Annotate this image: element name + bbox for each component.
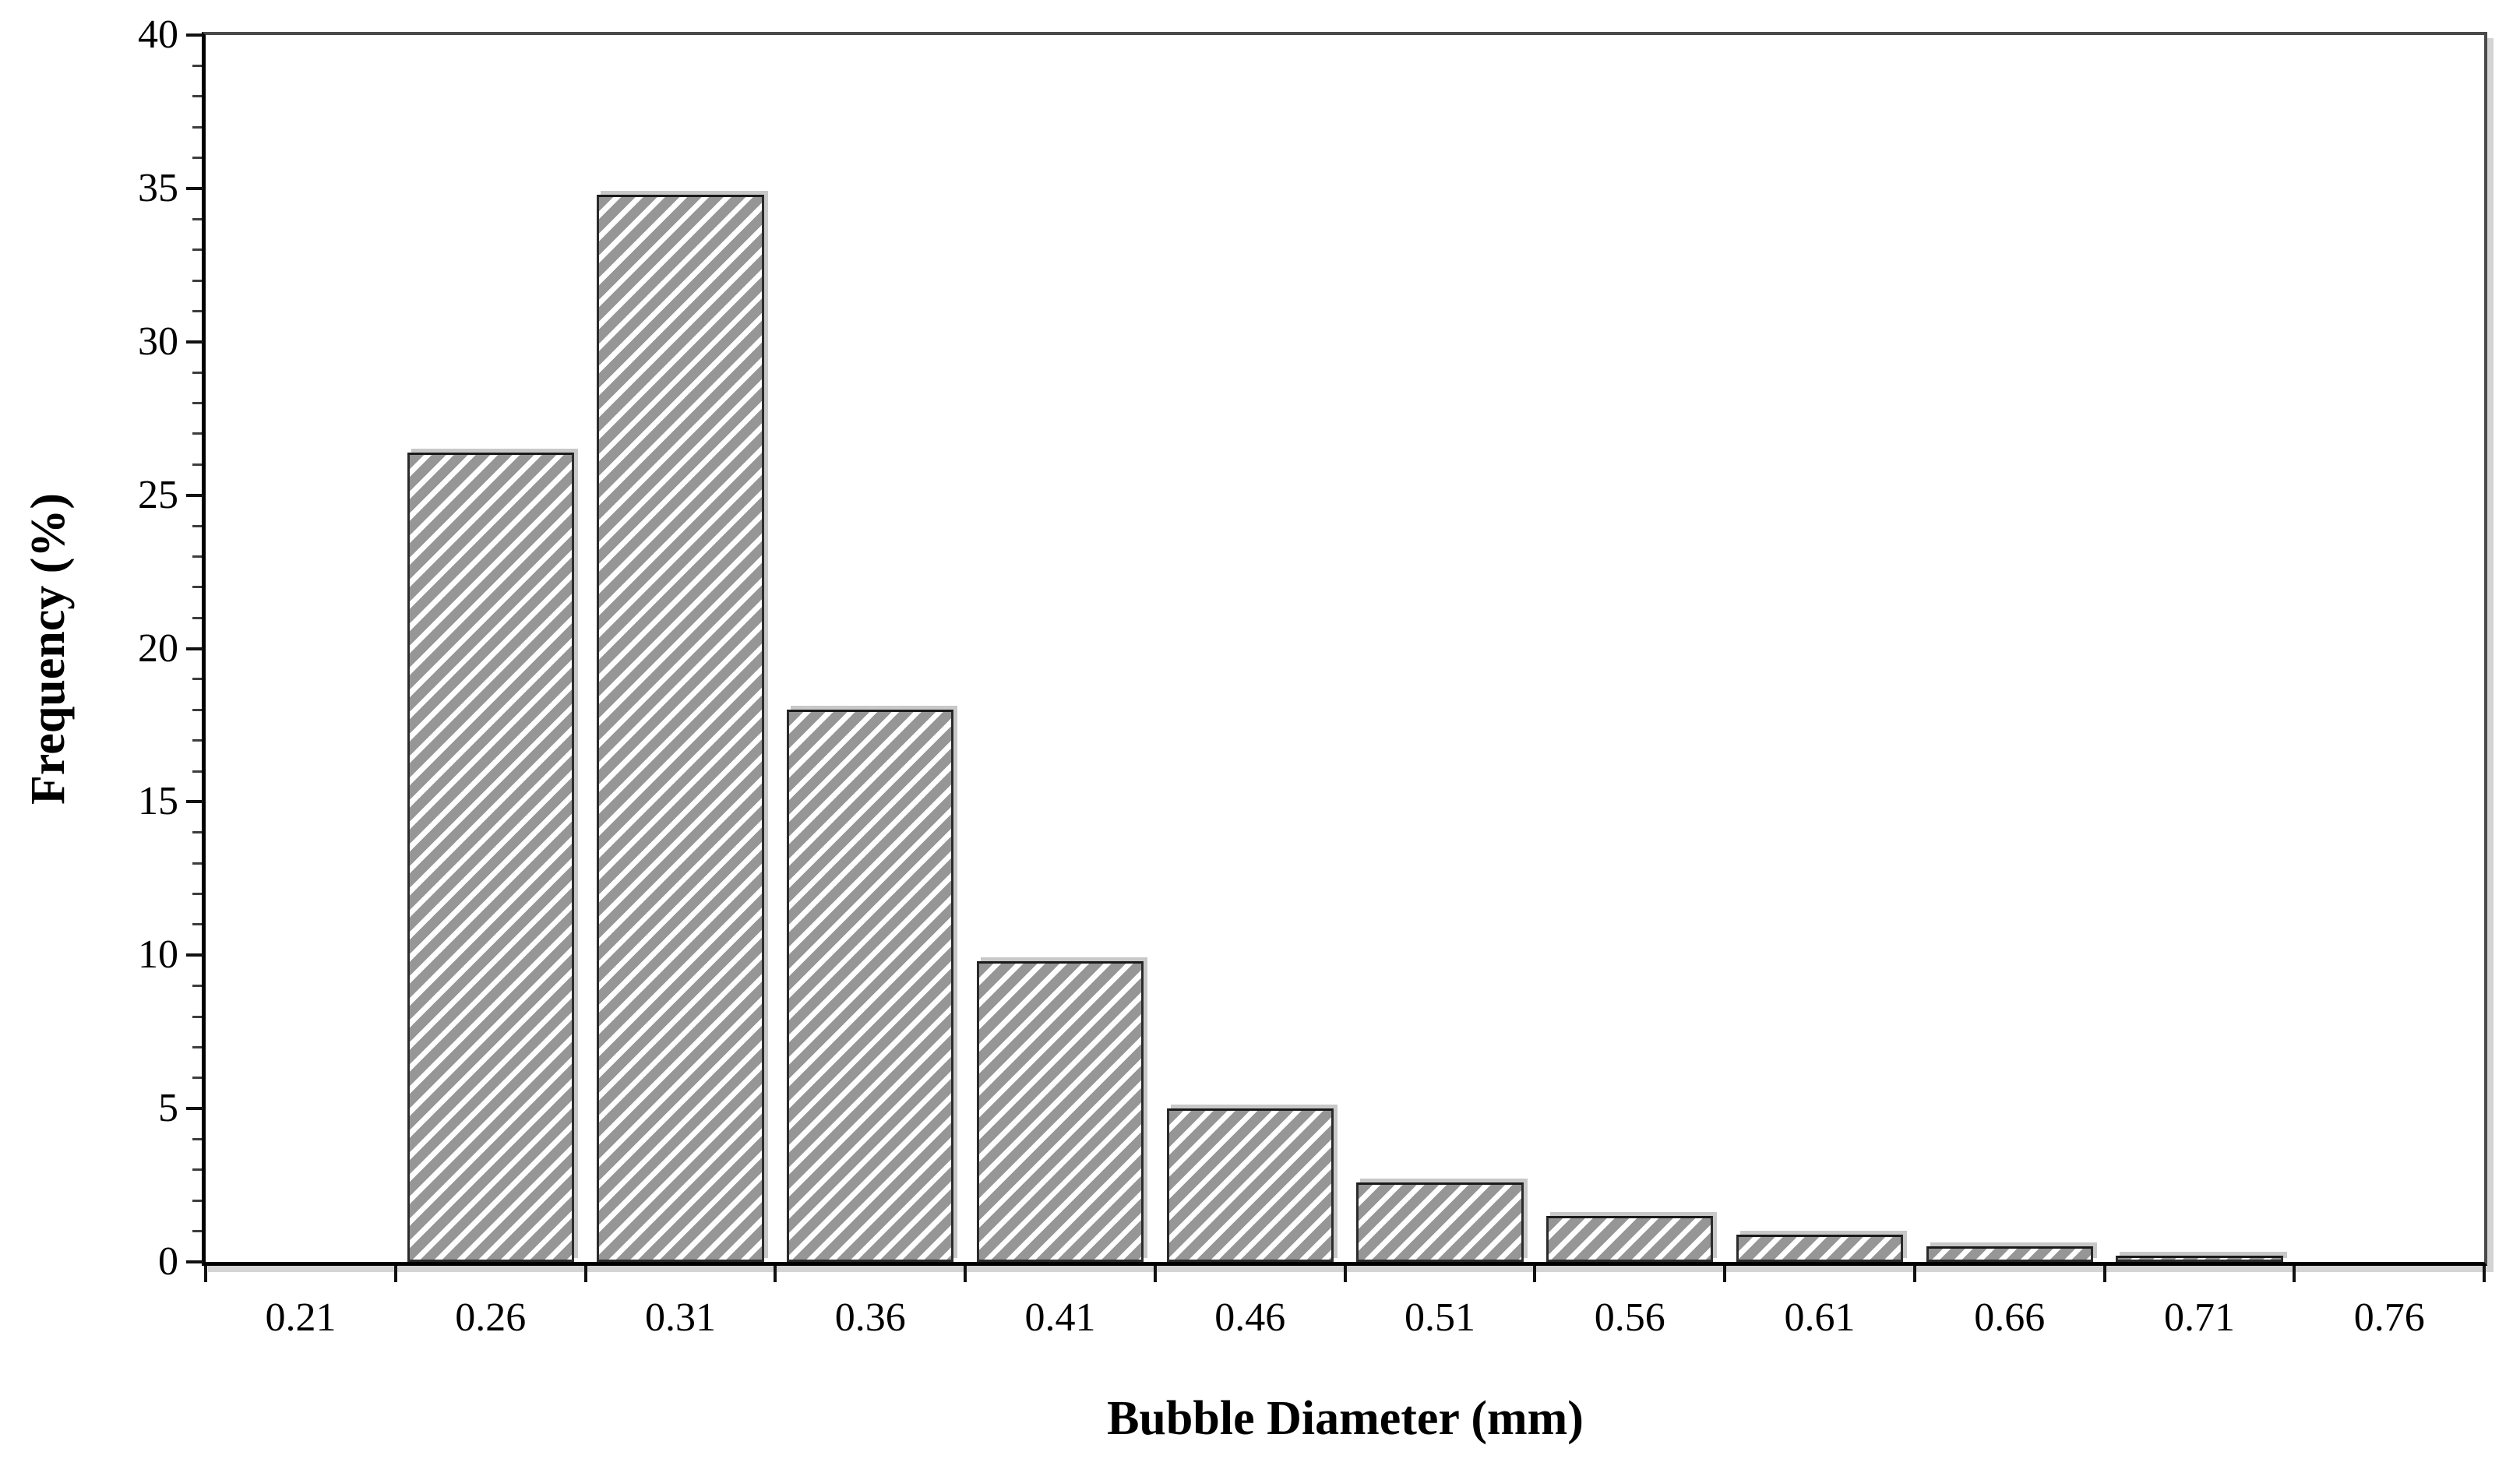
bar-0.66	[1926, 1246, 2093, 1262]
x-tick	[964, 1266, 967, 1282]
x-tick	[583, 1266, 587, 1282]
bar-0.36	[787, 710, 954, 1262]
bar-0.51	[1356, 1182, 1524, 1262]
y-minor-tick	[192, 616, 202, 619]
y-tick-label-10: 10	[138, 932, 178, 978]
y-major-tick	[186, 800, 203, 804]
y-tick-label-0: 0	[158, 1239, 178, 1284]
bar-0.41	[976, 961, 1144, 1262]
y-major-tick	[186, 1107, 203, 1111]
x-category-label-0.76: 0.76	[2353, 1295, 2425, 1340]
y-major-tick	[186, 1260, 203, 1263]
y-minor-tick	[192, 555, 202, 558]
x-category-label-0.61: 0.61	[1784, 1295, 1856, 1340]
x-tick	[1723, 1266, 1726, 1282]
x-tick	[1533, 1266, 1537, 1282]
y-minor-tick	[192, 708, 202, 711]
y-minor-tick	[192, 125, 202, 129]
y-minor-tick	[192, 95, 202, 98]
x-tick	[2102, 1266, 2106, 1282]
y-tick-label-35: 35	[138, 165, 178, 210]
x-category-label-0.36: 0.36	[834, 1295, 906, 1340]
y-tick-label-40: 40	[138, 12, 178, 57]
bar-0.71	[2116, 1256, 2283, 1262]
x-tick	[2483, 1266, 2486, 1282]
y-minor-tick	[192, 371, 202, 374]
y-tick-label-15: 15	[138, 779, 178, 824]
x-tick	[1153, 1266, 1157, 1282]
bar-0.31	[597, 194, 764, 1262]
y-tick-label-25: 25	[138, 472, 178, 517]
y-minor-tick	[192, 279, 202, 282]
y-minor-tick	[192, 862, 202, 865]
y-minor-tick	[192, 586, 202, 589]
y-tick-label-30: 30	[138, 319, 178, 364]
y-minor-tick	[192, 64, 202, 67]
x-category-label-0.41: 0.41	[1024, 1295, 1096, 1340]
bar-0.56	[1546, 1215, 1714, 1262]
x-tick	[2293, 1266, 2296, 1282]
y-minor-tick	[192, 157, 202, 159]
y-tick-label-20: 20	[138, 626, 178, 671]
y-minor-tick	[192, 923, 202, 926]
x-tick	[1343, 1266, 1347, 1282]
y-minor-tick	[192, 1045, 202, 1048]
y-minor-tick	[192, 1199, 202, 1202]
y-minor-tick	[192, 739, 202, 742]
plot-area	[202, 32, 2487, 1266]
x-category-label-0.51: 0.51	[1405, 1295, 1475, 1340]
y-tick-label-5: 5	[158, 1086, 178, 1131]
y-minor-tick	[192, 770, 202, 773]
x-category-label-0.66: 0.66	[1974, 1295, 2046, 1340]
y-major-tick	[186, 33, 203, 37]
x-axis-title: Bubble Diameter (mm)	[1107, 1392, 1584, 1445]
y-minor-tick	[192, 1015, 202, 1018]
y-minor-tick	[192, 309, 202, 312]
y-minor-tick	[192, 985, 202, 988]
x-tick	[393, 1266, 397, 1282]
x-category-label-0.56: 0.56	[1594, 1295, 1665, 1340]
x-tick	[774, 1266, 777, 1282]
y-minor-tick	[192, 1230, 202, 1233]
x-category-label-0.71: 0.71	[2164, 1295, 2235, 1340]
y-axis-title: Frequency (%)	[22, 492, 75, 805]
x-category-label-0.26: 0.26	[455, 1295, 527, 1340]
x-tick	[204, 1266, 207, 1282]
y-major-tick	[186, 340, 203, 344]
x-category-label-0.31: 0.31	[645, 1295, 716, 1340]
y-minor-tick	[192, 217, 202, 220]
y-major-tick	[186, 186, 203, 190]
y-major-tick	[186, 953, 203, 957]
y-minor-tick	[192, 432, 202, 435]
y-minor-tick	[192, 893, 202, 895]
y-major-tick	[186, 493, 203, 497]
y-minor-tick	[192, 402, 202, 404]
bar-0.61	[1736, 1234, 1904, 1262]
y-minor-tick	[192, 463, 202, 466]
bar-0.26	[407, 452, 574, 1262]
x-tick	[1912, 1266, 1916, 1282]
y-minor-tick	[192, 1168, 202, 1172]
x-category-label-0.46: 0.46	[1214, 1295, 1286, 1340]
y-minor-tick	[192, 1077, 202, 1080]
y-major-tick	[186, 647, 203, 650]
y-minor-tick	[192, 1138, 202, 1140]
y-minor-tick	[192, 248, 202, 252]
y-minor-tick	[192, 678, 202, 681]
bar-0.46	[1166, 1108, 1334, 1262]
y-minor-tick	[192, 831, 202, 834]
x-category-label-0.21: 0.21	[265, 1295, 337, 1340]
y-minor-tick	[192, 524, 202, 527]
